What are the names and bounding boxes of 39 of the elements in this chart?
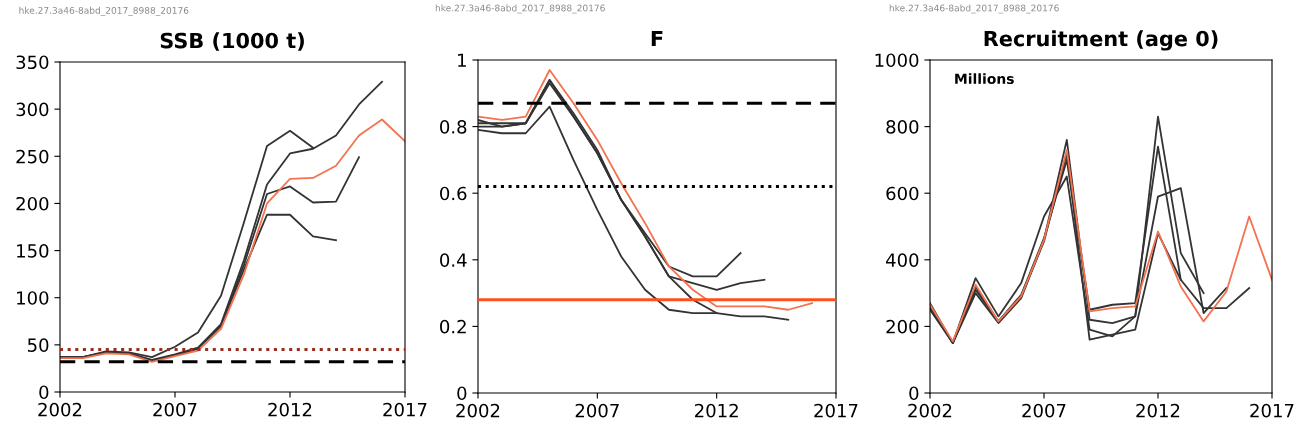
x-tick-label: 2007 — [153, 402, 197, 417]
x-tick-label: 2002 — [456, 403, 500, 418]
text: hke.27.3a46-8abd_2017_8988_20176 — [889, 4, 1059, 14]
y-tick-label: 350 — [16, 55, 49, 70]
y-tick-label: 600 — [886, 186, 919, 201]
x-tick-label: 2017 — [383, 402, 427, 417]
x-tick-label: 2012 — [695, 403, 738, 418]
y-tick-label: 0 — [457, 386, 467, 401]
text: hke.27.3a46-8abd_2017_8988_20176 — [19, 6, 189, 16]
x-tick-label: 2017 — [814, 403, 858, 418]
chart-title: F — [651, 30, 663, 47]
y-tick-label: 0.4 — [440, 253, 467, 267]
y-tick-label: 0 — [39, 385, 49, 400]
x-tick-label: 2002 — [38, 402, 82, 417]
y-tick-label: 300 — [16, 102, 49, 117]
y-tick-label: 1000 — [875, 53, 919, 68]
text: hke.27.3a46-8abd_2017_8988_20176 — [435, 4, 605, 14]
y-tick-label: 400 — [886, 253, 919, 267]
y-tick-label: 150 — [17, 244, 49, 258]
x-tick-label: 2017 — [1250, 403, 1294, 418]
chart-title: Recruitment (age 0) — [984, 30, 1218, 51]
y-tick-label: 0.2 — [440, 319, 466, 334]
y-tick-label: 800 — [886, 120, 919, 134]
y-tick-label: 50 — [28, 338, 49, 352]
x-tick-label: 2012 — [268, 402, 312, 417]
annotation: Millions — [955, 73, 1014, 85]
x-tick-label: 2007 — [575, 403, 619, 418]
y-tick-label: 250 — [16, 149, 49, 164]
y-tick-label: 100 — [17, 291, 49, 305]
x-tick-label: 2002 — [908, 403, 952, 418]
y-tick-label: 200 — [16, 196, 49, 211]
y-tick-label: 0.8 — [440, 120, 467, 134]
x-tick-label: 2007 — [1022, 403, 1066, 418]
chart-title: SSB (1000 t) — [160, 32, 304, 51]
y-tick-label: 0.6 — [440, 186, 467, 201]
y-tick-label: 0 — [909, 386, 919, 401]
x-tick-label: 2012 — [1136, 403, 1180, 418]
y-tick-label: 200 — [886, 319, 919, 334]
y-tick-label: 1 — [458, 53, 466, 67]
